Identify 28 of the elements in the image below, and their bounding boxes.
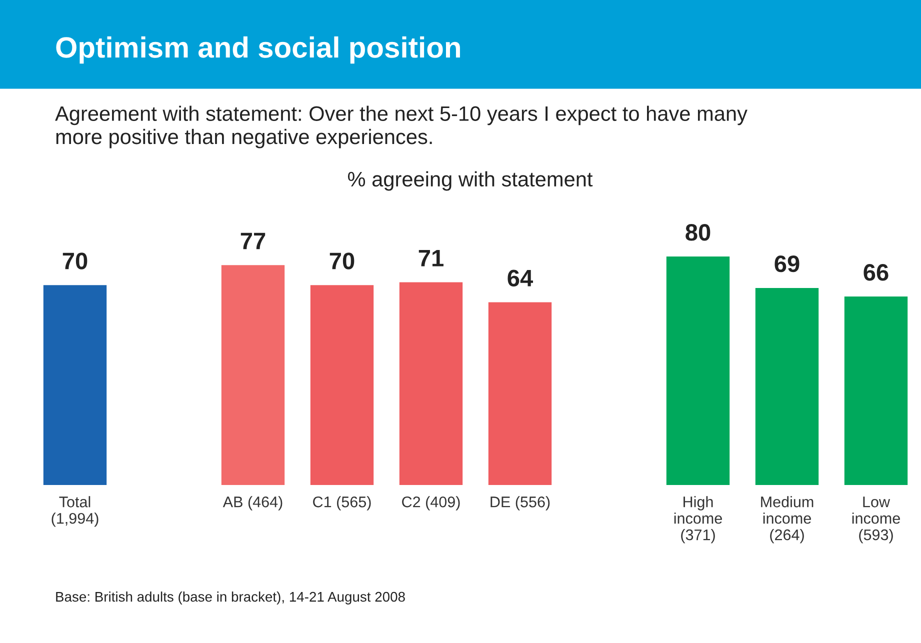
data-label: 80 bbox=[686, 224, 710, 241]
data-label: 71 bbox=[418, 250, 444, 266]
bar bbox=[43, 285, 107, 485]
chart-subtitle: Agreement with statement: Over the next 5-10 years I expect to have many more positive than negative experiences. bbox=[55, 106, 748, 148]
bar bbox=[755, 288, 819, 485]
x-tick-label: Low income (593) bbox=[852, 496, 900, 544]
x-tick-label: C1 (565) bbox=[313, 496, 371, 510]
x-tick-label: AB (464) bbox=[222, 496, 282, 510]
x-tick-label: Medium income (264) bbox=[761, 496, 814, 544]
bar bbox=[488, 302, 552, 485]
bar bbox=[844, 296, 908, 485]
x-tick-label: High income (371) bbox=[674, 496, 722, 544]
data-label: 77 bbox=[240, 232, 266, 250]
text: Base: British adults (base in bracket), 14-21 August 2008 bbox=[56, 592, 405, 604]
data-label: 69 bbox=[774, 255, 800, 272]
x-tick-label: DE (556) bbox=[490, 496, 550, 510]
bar bbox=[666, 256, 730, 485]
data-label: 66 bbox=[864, 264, 888, 281]
chart-title: Optimism and social position bbox=[56, 36, 460, 64]
bar bbox=[399, 282, 463, 485]
x-tick-label: Total (1,994) bbox=[52, 496, 98, 527]
data-label: 70 bbox=[330, 252, 354, 270]
data-label: 70 bbox=[62, 252, 88, 270]
x-tick-label: C2 (409) bbox=[402, 496, 460, 510]
data-label: 64 bbox=[508, 270, 534, 286]
text: % agreeing with statement bbox=[348, 171, 593, 191]
bar bbox=[310, 285, 374, 485]
bar bbox=[221, 265, 285, 485]
